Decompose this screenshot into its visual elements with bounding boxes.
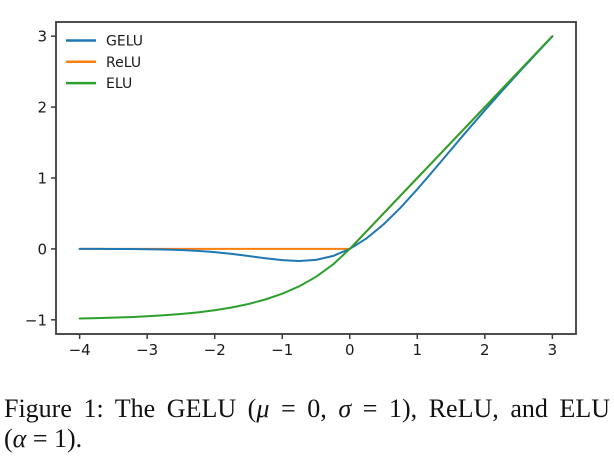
x-tick-label: 3: [548, 341, 558, 359]
caption-text: = 1).: [26, 424, 83, 453]
y-tick-label: 1: [37, 170, 47, 188]
x-tick-label: 1: [413, 341, 423, 359]
y-tick-label: 2: [37, 99, 47, 117]
y-tick-label: 0: [37, 240, 47, 258]
caption-text: = 0,: [269, 394, 339, 423]
math-symbol: α: [12, 424, 27, 453]
x-tick-label: −3: [136, 341, 158, 359]
curve-GELU: [78, 35, 554, 262]
legend-label-ELU: ELU: [106, 76, 132, 92]
x-tick-label: −2: [204, 341, 226, 359]
caption-text: (: [4, 424, 13, 453]
activation-functions-chart: −4 −3 −2 −1 0 1 2 3 −1 0 1 2 3 GELU ReLU ELU: [25, 21, 577, 359]
figure-caption-line-1: Figure 1: The GELU (μ = 0, σ = 1), ReLU,…: [4, 394, 610, 424]
math-symbol: σ: [338, 394, 352, 423]
x-tick-label: 2: [480, 341, 490, 359]
curve-ReLU: [78, 35, 554, 250]
figure-caption: Figure 1: The GELU (μ = 0, σ = 1), ReLU,…: [4, 394, 610, 454]
y-tick-label: −1: [25, 311, 47, 329]
y-tick-label: 3: [37, 28, 47, 46]
x-tick-label: −4: [69, 341, 91, 359]
x-tick-label: −1: [271, 341, 293, 359]
legend-label-GELU: GELU: [106, 34, 143, 50]
curve-ELU: [78, 35, 554, 320]
x-tick-label: 0: [345, 341, 355, 359]
figure-caption-line-2: (α = 1).: [4, 424, 610, 454]
legend-label-ReLU: ReLU: [106, 55, 141, 71]
caption-text: = 1), ReLU, and ELU: [351, 394, 610, 423]
math-symbol: μ: [256, 394, 270, 423]
caption-text: Figure 1: The GELU (: [4, 394, 257, 423]
